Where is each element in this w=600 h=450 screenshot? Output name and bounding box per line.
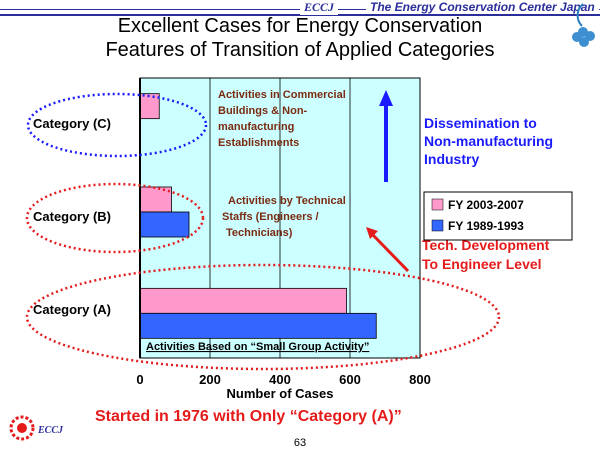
annotation-b-line-1: Activities by Technical <box>228 195 346 207</box>
annotation-category-c: Activities in Commercial Buildings & Non… <box>218 89 349 149</box>
x-ticks: 0 200 400 600 800 <box>136 372 430 387</box>
footer-brand: ECCJ <box>38 425 64 436</box>
bar-a-fy1989-1993 <box>139 312 377 339</box>
header-organization: The Energy Conservation Center Japan <box>366 0 599 14</box>
title-line-2: Features of Transition of Applied Catego… <box>105 39 495 61</box>
category-b-ellipse <box>25 182 205 254</box>
annotation-b-line-3: Technicians) <box>226 227 293 239</box>
annotation-category-a: Activities Based on “Small Group Activit… <box>146 341 369 353</box>
tech-line-2: To Engineer Level <box>422 256 542 272</box>
legend: FY 2003-2007 FY 1989-1993 <box>423 191 573 241</box>
annotation-tech-development: Tech. Development To Engineer Level <box>422 237 553 272</box>
x-axis-label: Number of Cases <box>227 386 334 401</box>
title-line-1: Excellent Cases for Energy Conservation <box>117 15 483 37</box>
legend-swatch-fy1989 <box>431 219 444 232</box>
annotation-c-line-1: Activities in Commercial <box>218 89 346 101</box>
x-tick-label-200: 200 <box>199 372 221 387</box>
eccj-logo-icon <box>9 415 35 441</box>
legend-box <box>423 191 573 241</box>
x-tick-label-600: 600 <box>339 372 361 387</box>
annotation-c-line-4: Establishments <box>218 137 299 149</box>
annotation-category-b: Activities by Technical Staffs (Engineer… <box>222 195 349 239</box>
category-label-b: Category (B) <box>33 209 111 224</box>
category-a-ellipse <box>25 263 501 371</box>
bar-a-fy2003-2007 <box>139 287 347 314</box>
x-tick-label-0: 0 <box>136 372 143 387</box>
bar-b-fy1989-1993 <box>139 211 190 238</box>
legend-swatch-fy2003 <box>431 198 444 211</box>
dissemination-line-2: Non-manufacturing <box>424 133 553 149</box>
legend-label-fy1989: FY 1989-1993 <box>448 219 524 233</box>
dissemination-line-3: Industry <box>424 151 479 167</box>
category-c-ellipse <box>26 92 208 158</box>
category-label-c: Category (C) <box>33 116 111 131</box>
tech-arrow-head-icon <box>366 227 378 239</box>
tech-arrow-shaft <box>370 232 410 273</box>
annotation-c-line-2: Buildings & Non- <box>218 105 308 117</box>
tech-line-1: Tech. Development <box>422 237 550 253</box>
page-number: 63 <box>293 437 307 449</box>
clover-logo-icon <box>572 3 595 47</box>
annotation-b-line-2: Staffs (Engineers / <box>222 211 319 223</box>
bar-b-fy2003-2007 <box>139 186 172 213</box>
dissemination-line-1: Dissemination to <box>424 115 537 131</box>
dissemination-arrow-head-icon <box>379 90 393 106</box>
bars <box>139 93 377 339</box>
slide-title: Excellent Cases for Energy Conservation … <box>0 14 600 62</box>
annotation-dissemination: Dissemination to Non-manufacturing Indus… <box>424 115 557 167</box>
x-tick-label-400: 400 <box>269 372 291 387</box>
legend-label-fy2003: FY 2003-2007 <box>448 198 524 212</box>
category-label-a: Category (A) <box>33 302 111 317</box>
x-tick-label-800: 800 <box>409 372 431 387</box>
annotation-c-line-3: manufacturing <box>218 121 294 133</box>
footer-note: Started in 1976 with Only “Category (A)” <box>95 408 402 425</box>
header-brand: ECCJ <box>300 0 339 15</box>
